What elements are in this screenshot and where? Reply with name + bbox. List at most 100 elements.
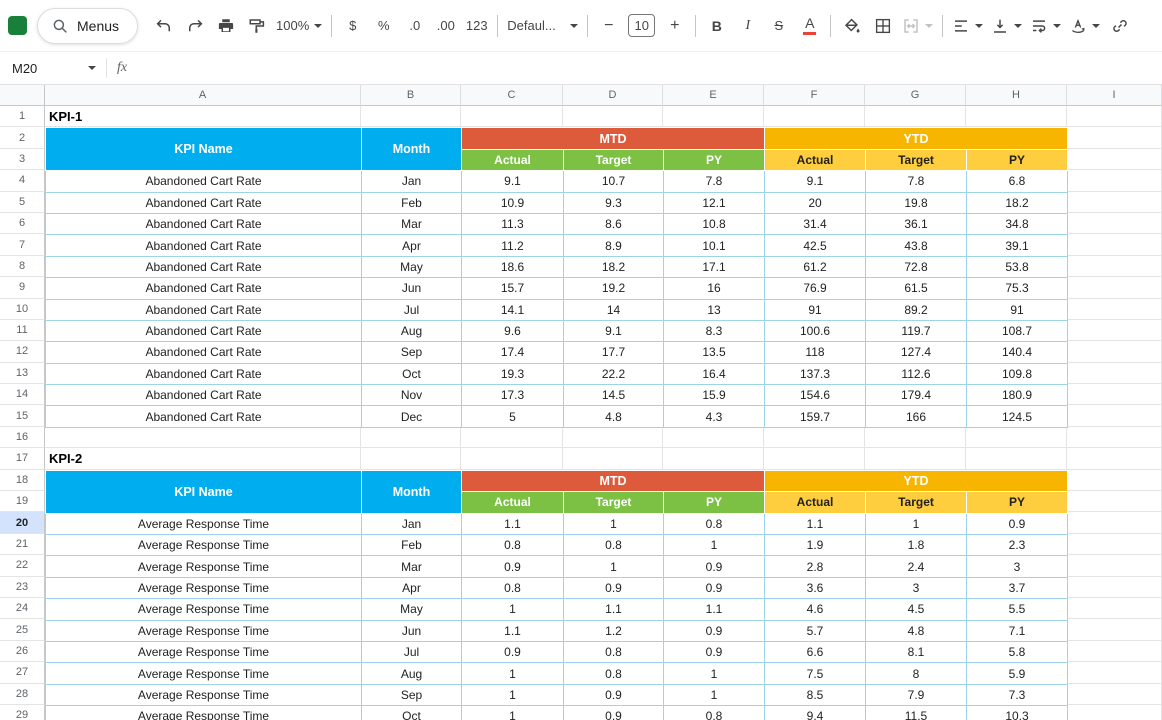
value-cell[interactable]: 0.9 — [663, 576, 765, 600]
kpi-name-cell[interactable]: Average Response Time — [45, 683, 362, 707]
kpi-name-header-cell[interactable]: KPI Name — [45, 127, 362, 172]
value-cell[interactable]: 4.6 — [764, 598, 866, 621]
cell[interactable] — [1067, 148, 1162, 171]
value-cell[interactable]: 0.9 — [663, 640, 765, 664]
sub-header-cell[interactable]: Target — [865, 491, 967, 514]
cell[interactable] — [1067, 704, 1162, 720]
value-cell[interactable]: 8 — [865, 662, 967, 685]
cell[interactable] — [764, 106, 865, 128]
sub-header-cell[interactable]: Actual — [461, 491, 564, 514]
value-cell[interactable]: 42.5 — [764, 234, 866, 257]
cell[interactable] — [1067, 597, 1162, 620]
cell[interactable] — [1067, 234, 1162, 256]
sub-header-cell[interactable]: PY — [663, 148, 765, 172]
row-header[interactable]: 11 — [0, 319, 45, 342]
kpi-title-cell[interactable]: KPI-1 — [45, 106, 361, 128]
value-cell[interactable]: 16.4 — [663, 362, 765, 386]
merge-cells-button[interactable] — [899, 12, 936, 40]
cell[interactable] — [45, 426, 361, 449]
cell[interactable] — [1067, 555, 1162, 577]
value-cell[interactable]: 17.7 — [563, 341, 664, 364]
row-header[interactable]: 28 — [0, 683, 45, 705]
value-cell[interactable]: 140.4 — [965, 341, 1069, 364]
more-formats-button[interactable]: 123 — [462, 12, 491, 40]
cell[interactable] — [663, 448, 764, 470]
value-cell[interactable]: 5.7 — [764, 619, 866, 642]
value-cell[interactable]: 9.1 — [764, 170, 866, 193]
menus-button[interactable]: Menus — [37, 7, 139, 44]
month-cell[interactable]: Aug — [361, 662, 462, 685]
value-cell[interactable]: 4.5 — [865, 598, 967, 621]
value-cell[interactable]: 8.6 — [563, 212, 664, 236]
value-cell[interactable]: 137.3 — [764, 362, 866, 386]
cell[interactable] — [966, 426, 1067, 449]
column-header[interactable]: C — [461, 85, 563, 106]
value-cell[interactable]: 19.8 — [865, 191, 967, 214]
column-header[interactable]: B — [361, 85, 461, 106]
column-header[interactable]: E — [663, 85, 764, 106]
row-header[interactable]: 23 — [0, 576, 45, 598]
row-header[interactable]: 13 — [0, 362, 45, 385]
value-cell[interactable]: 9.3 — [563, 191, 664, 214]
vertical-align-button[interactable] — [988, 12, 1025, 40]
percent-format-button[interactable]: % — [369, 12, 398, 40]
month-cell[interactable]: Apr — [361, 576, 462, 600]
cell[interactable] — [1067, 426, 1162, 449]
row-header[interactable]: 18 — [0, 469, 45, 492]
value-cell[interactable]: 20 — [764, 191, 866, 214]
value-cell[interactable]: 34.8 — [965, 212, 1069, 236]
value-cell[interactable]: 8.9 — [563, 234, 664, 257]
value-cell[interactable]: 2.8 — [764, 555, 866, 578]
cell[interactable] — [461, 426, 563, 449]
month-cell[interactable]: May — [361, 598, 462, 621]
kpi-name-cell[interactable]: Average Response Time — [45, 598, 362, 621]
month-cell[interactable]: Mar — [361, 555, 462, 578]
cell[interactable] — [1067, 640, 1162, 663]
value-cell[interactable]: 18.2 — [563, 255, 664, 279]
value-cell[interactable]: 17.3 — [461, 384, 564, 407]
value-cell[interactable]: 4.3 — [663, 405, 765, 428]
month-cell[interactable]: Sep — [361, 341, 462, 364]
cell[interactable] — [865, 106, 966, 128]
value-cell[interactable]: 10.1 — [663, 234, 765, 257]
month-cell[interactable]: Oct — [361, 705, 462, 720]
select-all-corner[interactable] — [0, 85, 45, 106]
value-cell[interactable]: 6.6 — [764, 640, 866, 664]
value-cell[interactable]: 53.8 — [965, 255, 1069, 279]
month-cell[interactable]: Apr — [361, 234, 462, 257]
borders-button[interactable] — [868, 12, 897, 40]
value-cell[interactable]: 0.8 — [563, 640, 664, 664]
value-cell[interactable]: 3 — [865, 576, 967, 600]
sub-header-cell[interactable]: PY — [965, 491, 1069, 514]
row-header[interactable]: 2 — [0, 127, 45, 149]
value-cell[interactable]: 43.8 — [865, 234, 967, 257]
sub-header-cell[interactable]: Actual — [764, 491, 866, 514]
row-header[interactable]: 1 — [0, 106, 45, 128]
row-header[interactable]: 14 — [0, 384, 45, 406]
value-cell[interactable]: 5.9 — [965, 662, 1069, 685]
value-cell[interactable]: 14 — [563, 298, 664, 321]
value-cell[interactable]: 7.1 — [965, 619, 1069, 642]
value-cell[interactable]: 12.1 — [663, 191, 765, 214]
kpi-name-cell[interactable]: Abandoned Cart Rate — [45, 341, 362, 364]
kpi-name-cell[interactable]: Abandoned Cart Rate — [45, 405, 362, 428]
fill-color-button[interactable] — [837, 12, 866, 40]
value-cell[interactable]: 1 — [461, 683, 564, 707]
cell[interactable] — [764, 426, 865, 449]
month-cell[interactable]: May — [361, 255, 462, 279]
value-cell[interactable]: 0.9 — [461, 555, 564, 578]
text-color-button[interactable]: A — [795, 12, 824, 40]
value-cell[interactable]: 61.2 — [764, 255, 866, 279]
sub-header-cell[interactable]: Target — [563, 148, 664, 172]
cell[interactable] — [966, 448, 1067, 470]
value-cell[interactable]: 0.9 — [563, 705, 664, 720]
column-header[interactable]: D — [563, 85, 663, 106]
value-cell[interactable]: 1 — [461, 662, 564, 685]
month-cell[interactable]: Jun — [361, 619, 462, 642]
kpi-name-cell[interactable]: Abandoned Cart Rate — [45, 384, 362, 407]
value-cell[interactable]: 15.9 — [663, 384, 765, 407]
cell[interactable] — [361, 106, 461, 128]
value-cell[interactable]: 0.9 — [965, 512, 1069, 535]
value-cell[interactable]: 7.8 — [663, 170, 765, 193]
cell[interactable] — [1067, 512, 1162, 534]
